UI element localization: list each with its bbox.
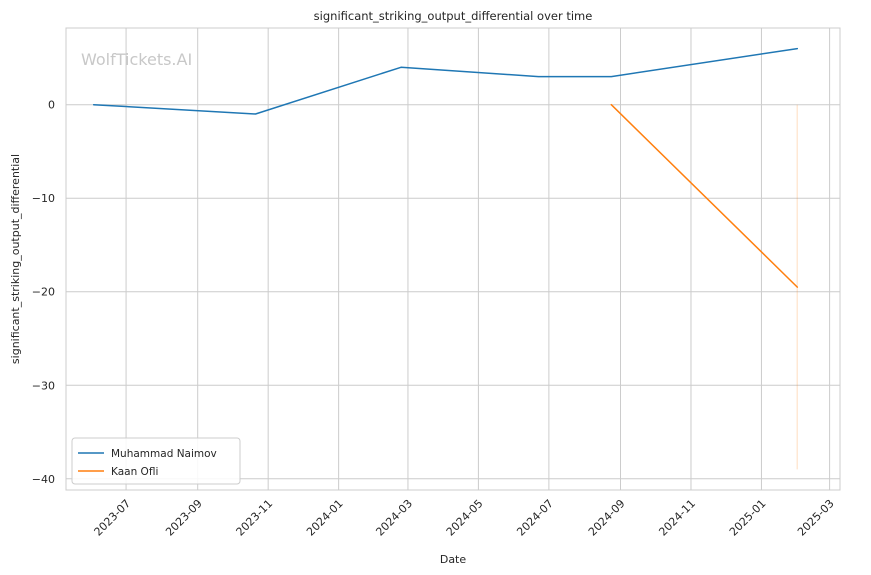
legend-label: Muhammad Naimov (111, 448, 217, 460)
plot-area (65, 27, 841, 491)
legend: Muhammad Naimov Kaan Ofli (71, 437, 241, 485)
x-tick-label: 2024-01 (304, 497, 346, 539)
legend-box (71, 437, 241, 485)
plot-background (66, 28, 840, 490)
y-tick-labels: 0 −10 −20 −30 −40 (32, 99, 55, 486)
y-axis-label: significant_striking_output_differential (9, 154, 22, 364)
x-tick-labels: 2023-07 2023-09 2023-11 2024-01 2024-03 2024-… (91, 497, 836, 539)
plot-frame (65, 27, 841, 491)
x-tick-label: 2024-03 (373, 497, 415, 539)
x-tick-label: 2023-09 (163, 497, 205, 539)
series-line-muhammad-naimov (92, 47, 799, 115)
x-tick-label: 2024-11 (656, 497, 698, 539)
x-tick-label: 2024-09 (586, 497, 628, 539)
x-axis-label: Date (440, 553, 467, 566)
y-tick-label: −10 (32, 192, 55, 205)
x-tick-label: 2023-11 (234, 497, 276, 539)
legend-label: Kaan Ofli (111, 466, 158, 478)
x-tick-label: 2025-01 (727, 497, 769, 539)
y-tick-label: −20 (32, 286, 55, 299)
series-line-kaan-ofli (610, 103, 799, 288)
y-tick-label: 0 (48, 99, 55, 112)
x-tick-label: 2025-03 (795, 497, 837, 539)
series-lines (92, 47, 799, 288)
x-tick-label: 2024-05 (444, 497, 486, 539)
x-tick-label: 2023-07 (91, 497, 133, 539)
x-tick-label: 2024-07 (514, 497, 556, 539)
y-tick-label: −40 (32, 473, 55, 486)
chart-title: significant_striking_output_differential… (314, 9, 593, 23)
watermark: WolfTickets.AI (81, 50, 192, 69)
grid (66, 28, 840, 490)
y-tick-label: −30 (32, 379, 55, 392)
